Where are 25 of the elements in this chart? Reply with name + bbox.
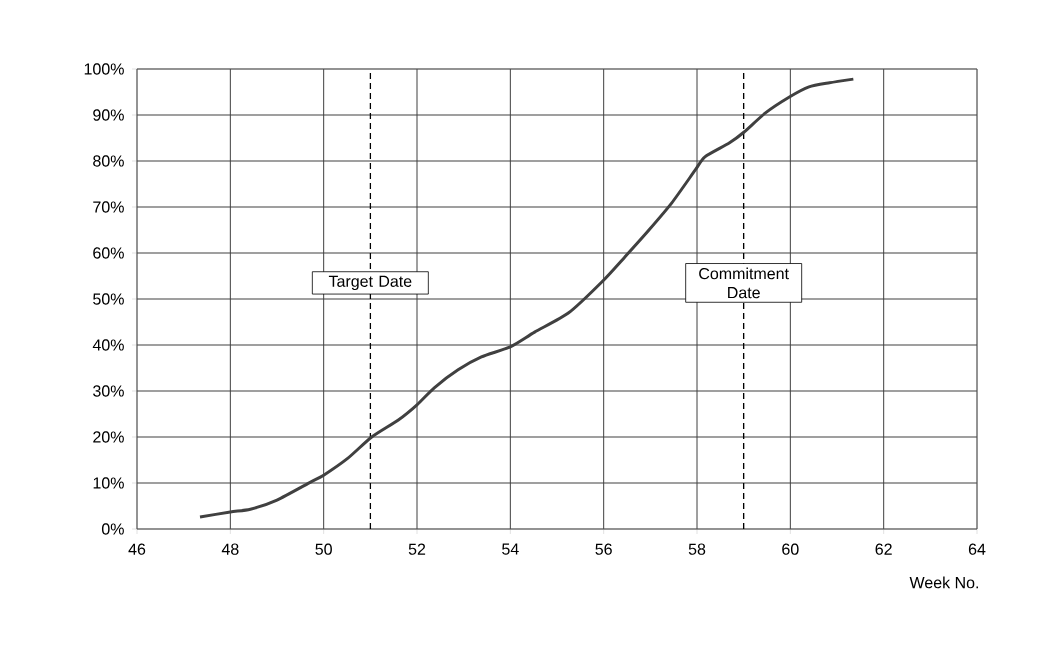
ref-line-label: Commitment Date [699, 267, 789, 299]
x-tick-label: 48 [221, 543, 239, 555]
x-tick-label: 52 [408, 543, 426, 555]
y-tick-label: 100% [84, 63, 124, 75]
x-tick-label: 56 [595, 543, 612, 555]
x-tick-label: 54 [502, 543, 519, 555]
y-tick-label: 90% [93, 109, 124, 121]
x-tick-label: 60 [782, 543, 799, 555]
y-tick-label: 80% [93, 155, 124, 167]
y-tick-label: 50% [93, 293, 124, 305]
y-tick-label: 40% [92, 339, 124, 351]
x-tick-label: 58 [688, 543, 706, 555]
y-tick-label: 30% [93, 385, 124, 397]
y-tick-label: 20% [93, 431, 124, 443]
line-series [198, 77, 855, 519]
x-axis-title: Week No. [909, 576, 978, 589]
x-tick-label: 64 [968, 543, 986, 555]
x-tick-label: 46 [128, 543, 146, 555]
y-tick-label: 70% [93, 201, 124, 213]
ref-line-label: Target Date [328, 275, 412, 291]
y-tick-label: 10% [93, 477, 124, 489]
y-tick-label: 0% [101, 523, 124, 535]
x-tick-label: 50 [315, 543, 332, 555]
y-tick-label: 60% [93, 247, 124, 259]
x-tick-label: 62 [875, 543, 892, 555]
